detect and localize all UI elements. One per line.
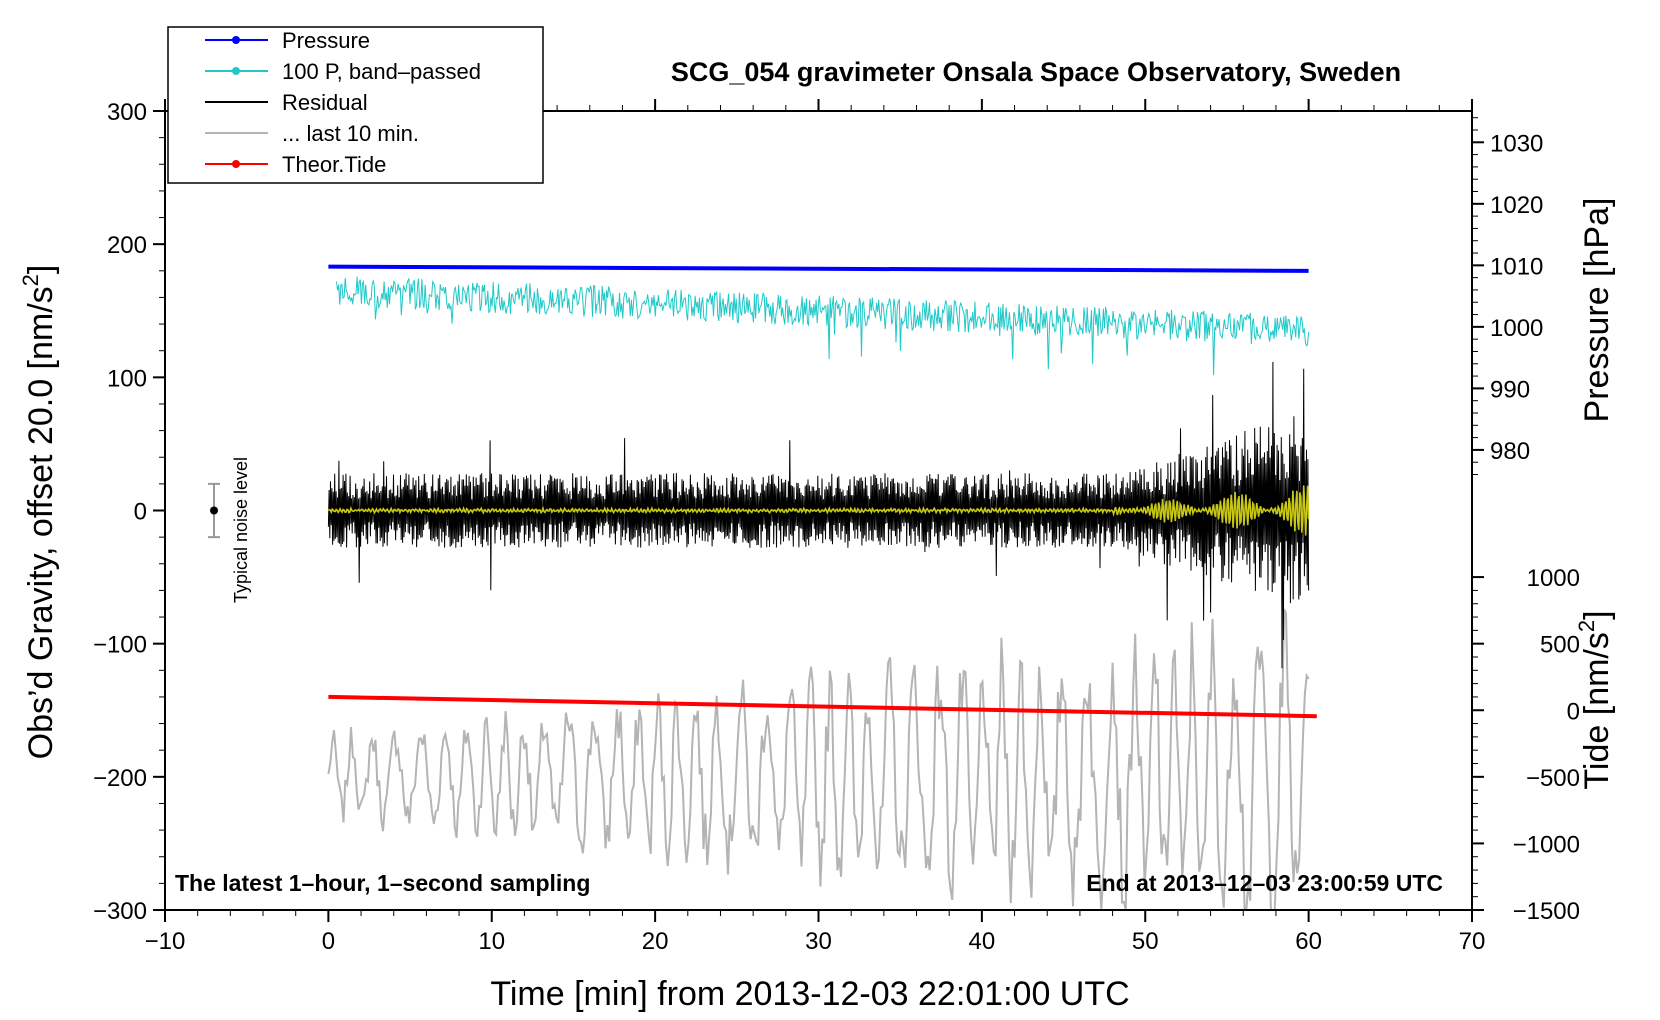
tide-tick-label: 0 bbox=[1567, 698, 1580, 725]
tide-tick-label: −500 bbox=[1526, 765, 1580, 792]
legend-marker bbox=[232, 67, 240, 75]
legend-marker bbox=[232, 160, 240, 168]
legend-label: Residual bbox=[282, 90, 368, 115]
series-band-passed-pressure bbox=[336, 276, 1310, 376]
legend-label: ... last 10 min. bbox=[282, 121, 419, 146]
axis-ticks: −10 0 10 20 30 40 50 60 70−300−200−1000100200300… bbox=[93, 99, 1580, 955]
noise-level-label: Typical noise level bbox=[231, 457, 251, 603]
y-tick-label: 100 bbox=[107, 365, 147, 392]
pressure-tick-label: 1000 bbox=[1490, 315, 1543, 342]
series-pressure bbox=[328, 264, 1309, 273]
y-tick-label: −200 bbox=[93, 765, 147, 792]
x-tick-label: 30 bbox=[805, 928, 832, 955]
tide-tick-label: −1500 bbox=[1513, 898, 1580, 925]
x-tick-label: 40 bbox=[969, 928, 996, 955]
legend-label: Pressure bbox=[282, 28, 370, 53]
y-axis-label-left-end: ] bbox=[22, 265, 60, 274]
tide-tick-label: 500 bbox=[1540, 632, 1580, 659]
pressure-tick-label: 990 bbox=[1490, 376, 1530, 403]
y-axis-label-left: Obs’d Gravity, offset 20.0 [nm/s2] bbox=[18, 265, 60, 760]
y-axis-label-pressure: Pressure [hPa] bbox=[1578, 198, 1616, 423]
series-residual bbox=[327, 361, 1310, 669]
annotation-bottom-right: End at 2013–12–03 23:00:59 UTC bbox=[1086, 870, 1443, 896]
pressure-tick-label: 980 bbox=[1490, 438, 1530, 465]
annotation-bottom-left: The latest 1–hour, 1–second sampling bbox=[175, 870, 590, 896]
x-tick-label: 20 bbox=[642, 928, 669, 955]
noise-level-indicator bbox=[208, 482, 221, 539]
pressure-tick-label: 1010 bbox=[1490, 253, 1543, 280]
series-layer bbox=[327, 264, 1317, 911]
chart-title: SCG_054 gravimeter Onsala Space Observat… bbox=[671, 57, 1401, 87]
y-tick-label: 200 bbox=[107, 232, 147, 259]
x-tick-label: 0 bbox=[322, 928, 335, 955]
y-axis-label-tide-end: ] bbox=[1578, 610, 1616, 619]
y-axis-label-left-sup: 2 bbox=[18, 274, 43, 286]
y-tick-label: 0 bbox=[134, 499, 147, 526]
tide-tick-label: 1000 bbox=[1527, 565, 1580, 592]
legend: Pressure 100 P, band–passed Residual ... la… bbox=[167, 26, 544, 184]
y-axis-label-tide: Tide [nm/s2] bbox=[1574, 610, 1616, 789]
pressure-tick-label: 1030 bbox=[1490, 130, 1543, 157]
pressure-tick-label: 1020 bbox=[1490, 192, 1543, 219]
series-theoretical-tide bbox=[328, 694, 1317, 719]
legend-label: 100 P, band–passed bbox=[282, 59, 481, 84]
legend-label: Theor.Tide bbox=[282, 152, 386, 177]
y-tick-label: 300 bbox=[107, 99, 147, 126]
legend-box bbox=[167, 26, 544, 184]
x-tick-label: 50 bbox=[1132, 928, 1159, 955]
y-axis-label-tide-main: Tide [nm/s bbox=[1578, 632, 1616, 789]
series-last-10-min bbox=[327, 608, 1310, 911]
x-tick-label: 60 bbox=[1295, 928, 1322, 955]
x-tick-label: −10 bbox=[145, 928, 186, 955]
noise-center-dot bbox=[210, 506, 219, 515]
y-axis-label-tide-sup: 2 bbox=[1574, 620, 1599, 632]
x-axis-label: Time [min] from 2013-12-03 22:01:00 UTC bbox=[490, 975, 1129, 1013]
tide-tick-label: −1000 bbox=[1513, 831, 1580, 858]
legend-marker bbox=[232, 36, 240, 44]
y-tick-label: −300 bbox=[93, 898, 147, 925]
x-tick-label: 70 bbox=[1459, 928, 1486, 955]
y-axis-label-left-main: Obs’d Gravity, offset 20.0 [nm/s bbox=[22, 286, 60, 759]
series-residual-filtered bbox=[327, 485, 1310, 536]
x-tick-label: 10 bbox=[478, 928, 505, 955]
y-tick-label: −100 bbox=[93, 632, 147, 659]
